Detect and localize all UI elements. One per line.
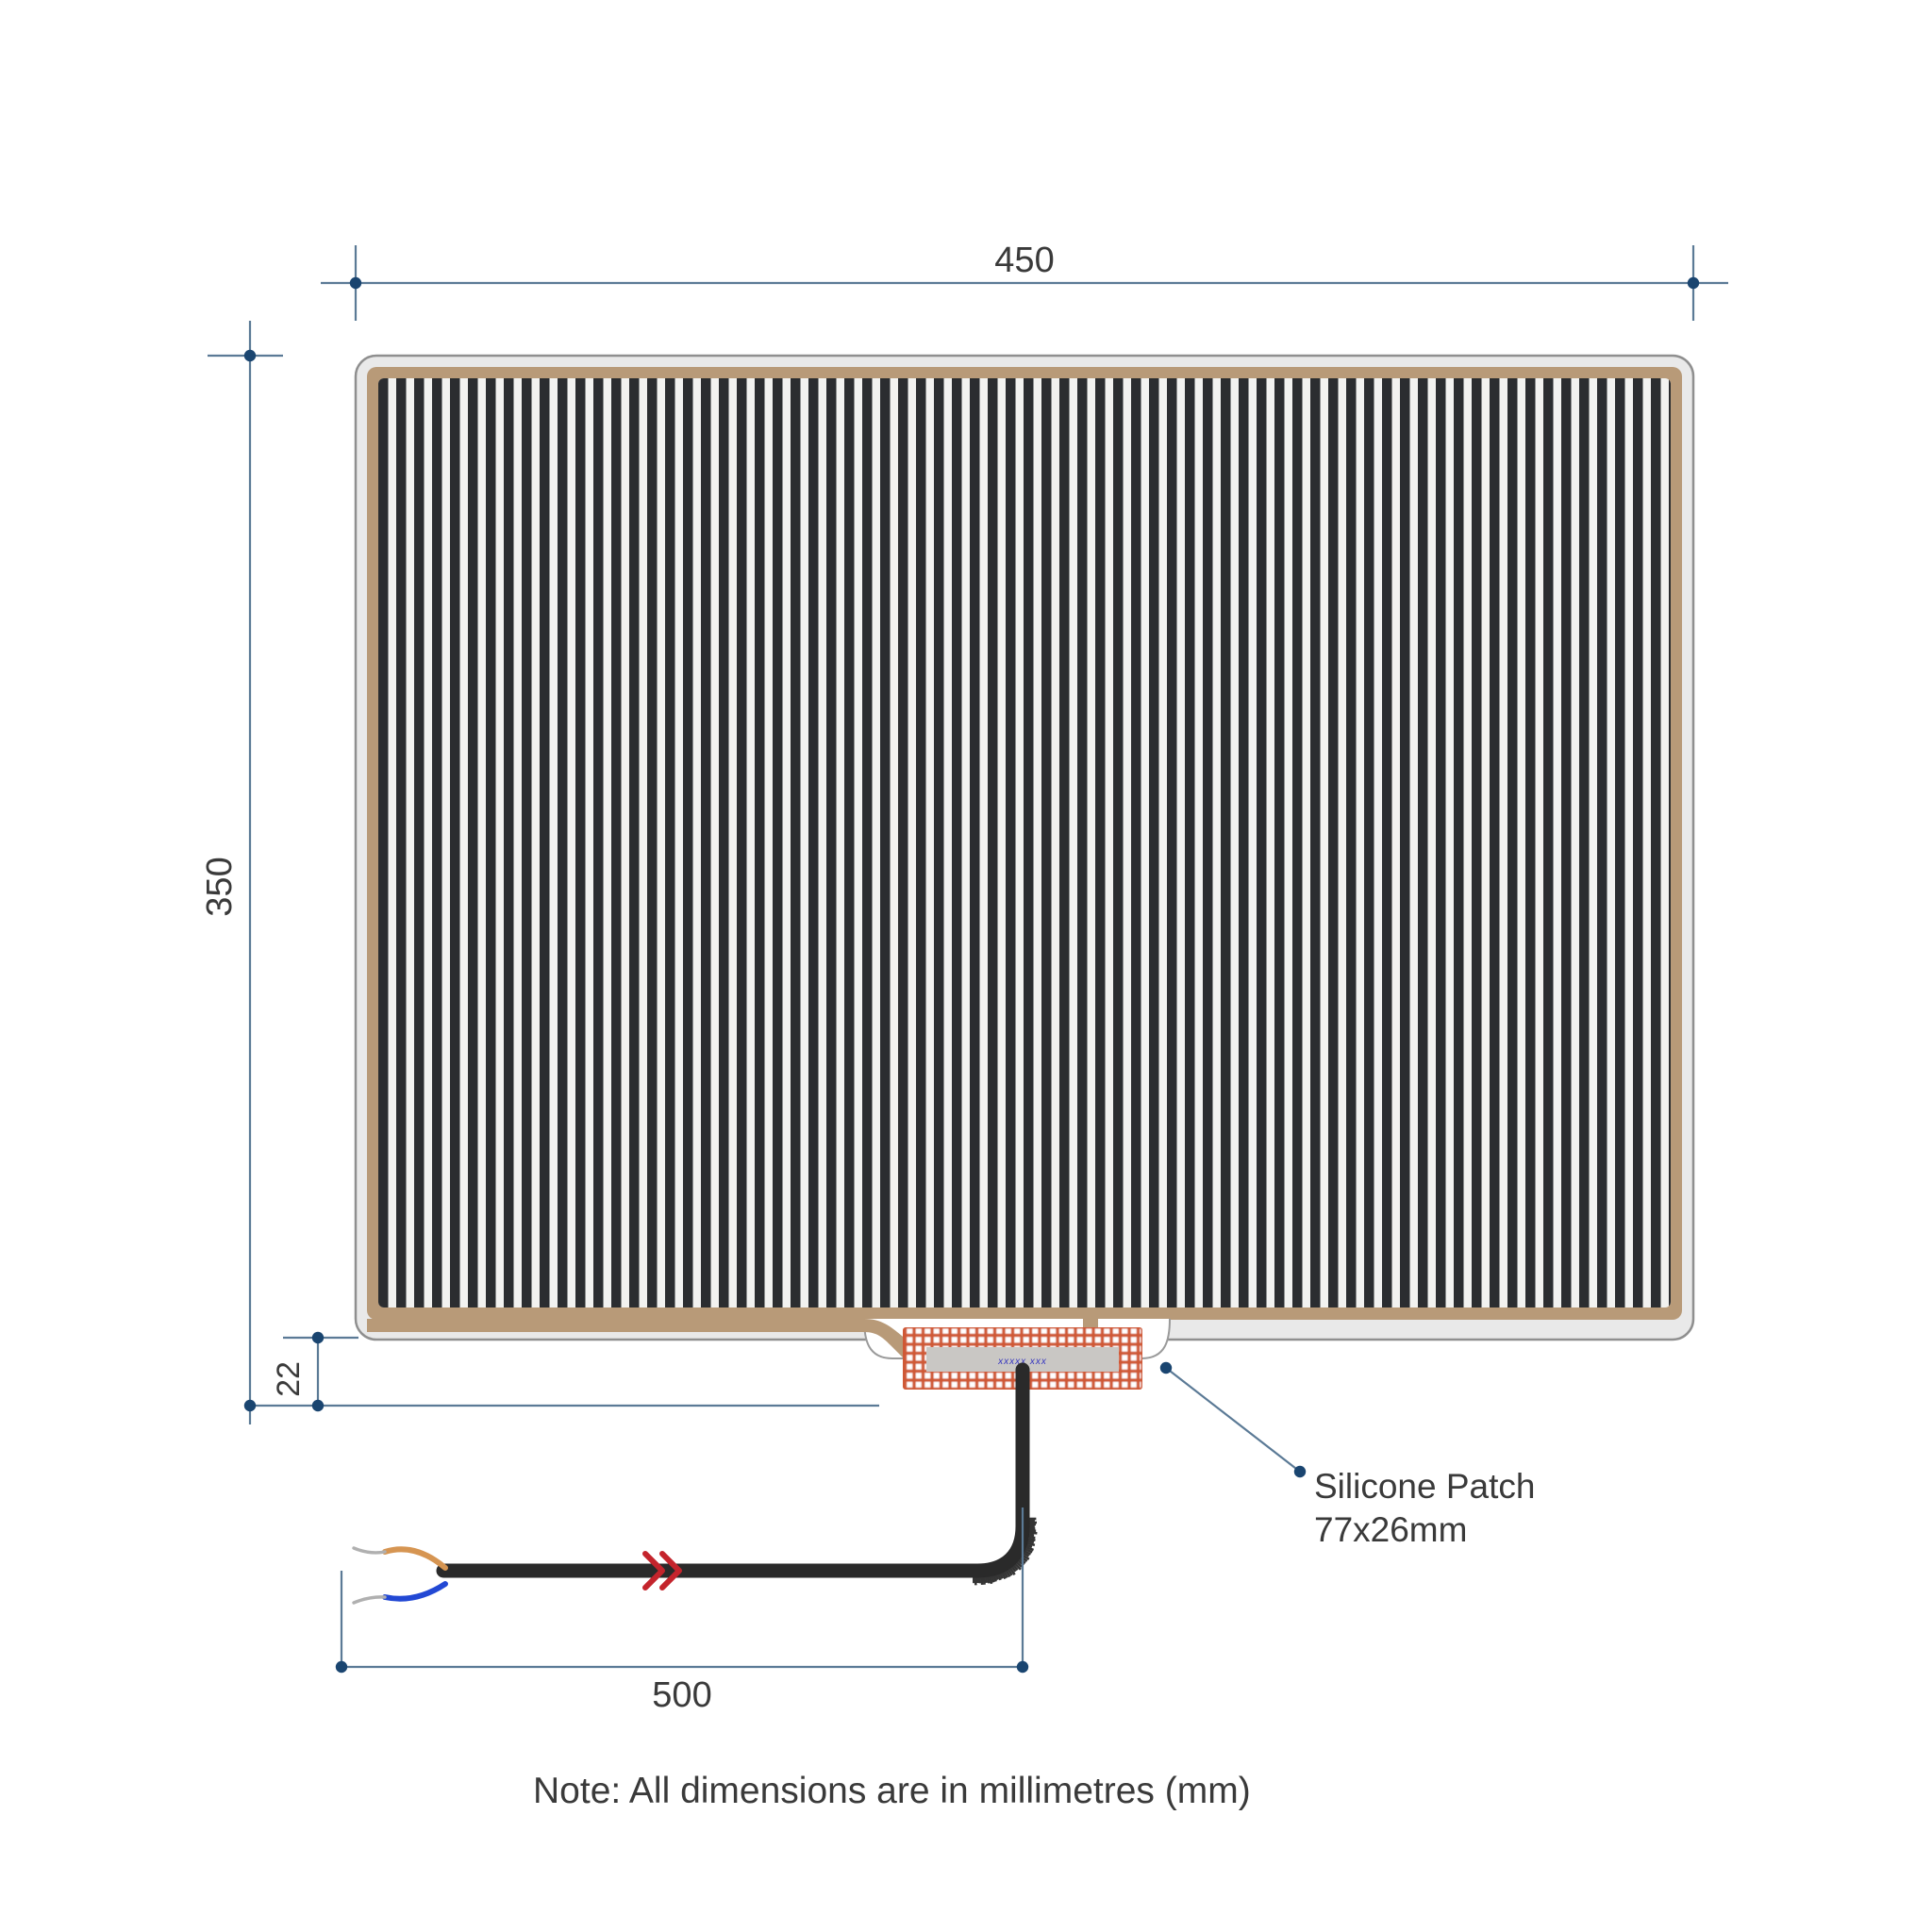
svg-text:500: 500 xyxy=(652,1675,711,1715)
svg-text:22: 22 xyxy=(271,1361,307,1397)
svg-text:350: 350 xyxy=(200,857,240,916)
svg-text:Silicone Patch: Silicone Patch xyxy=(1314,1467,1535,1506)
svg-text:Note: All dimensions are in mi: Note: All dimensions are in millimetres … xyxy=(533,1771,1251,1811)
svg-text:77x26mm: 77x26mm xyxy=(1314,1510,1467,1549)
svg-text:450: 450 xyxy=(994,241,1054,280)
